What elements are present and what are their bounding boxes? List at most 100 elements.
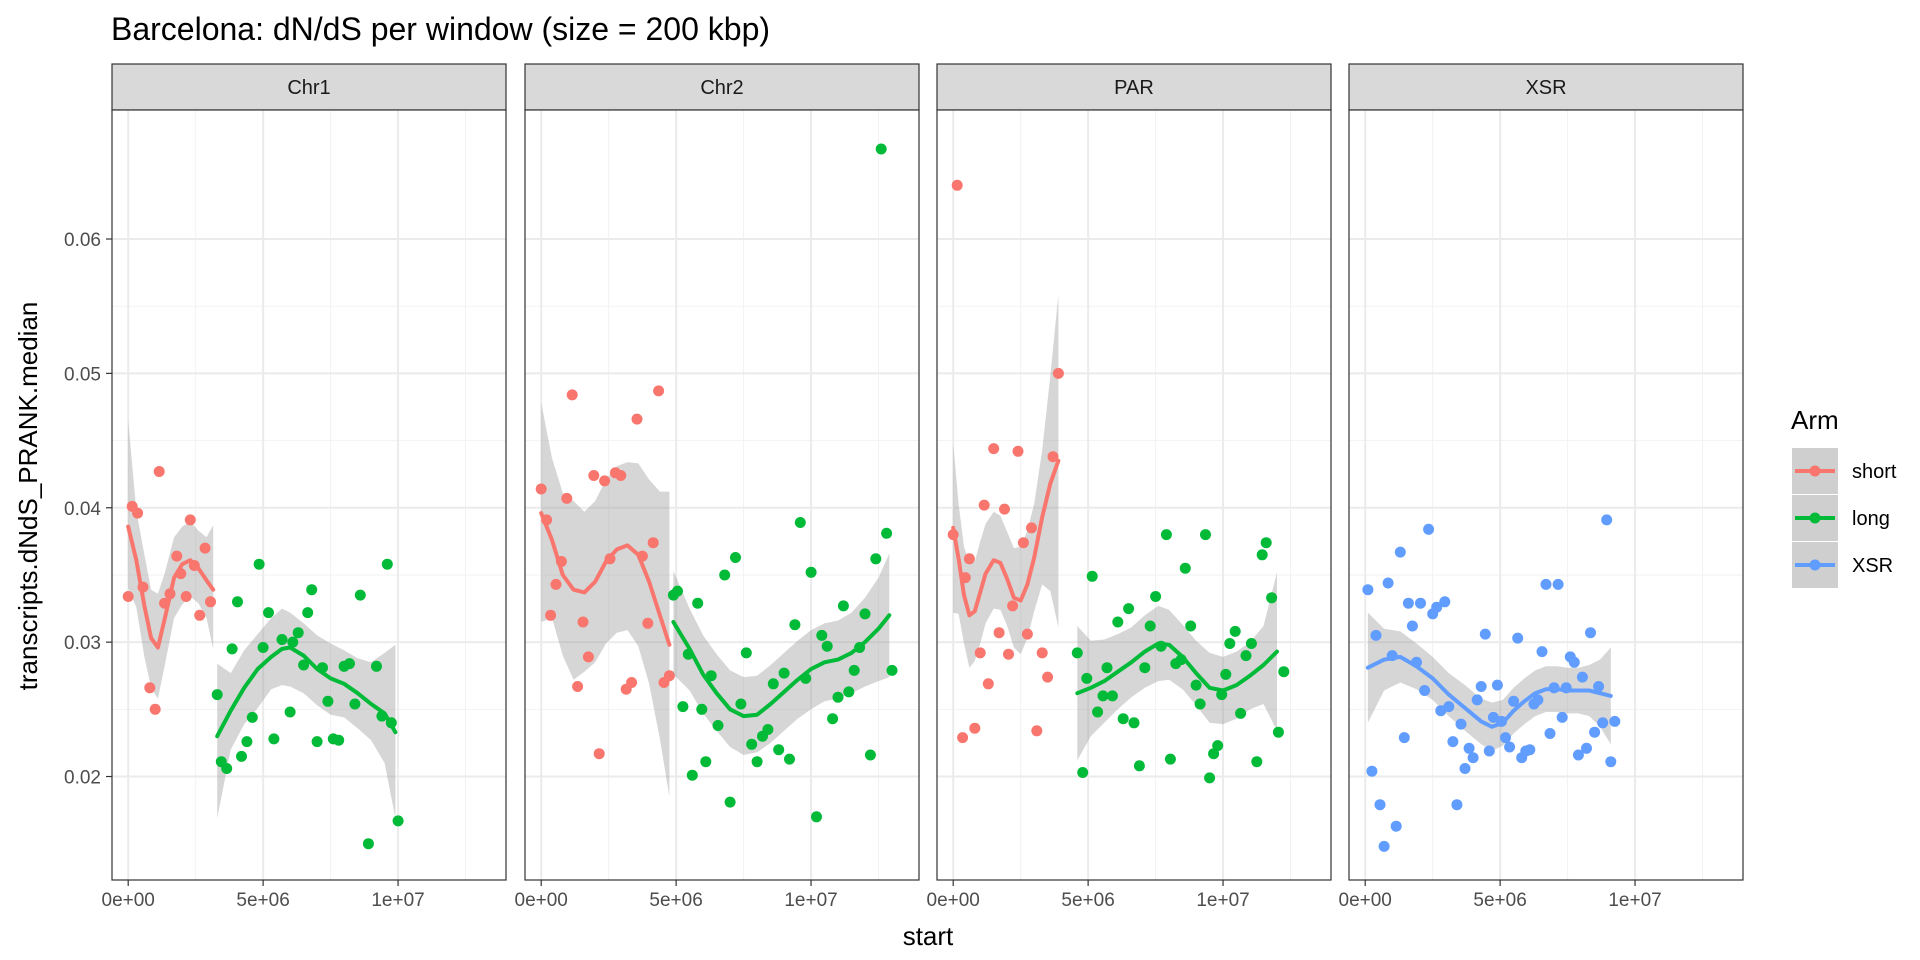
data-point	[572, 681, 584, 692]
data-point	[1194, 698, 1206, 710]
data-point	[1504, 741, 1516, 753]
data-point	[1220, 668, 1232, 680]
data-point	[969, 722, 981, 734]
data-point	[287, 636, 299, 648]
data-point	[194, 609, 206, 621]
data-point	[535, 483, 547, 495]
data-point	[686, 769, 698, 781]
data-point	[1581, 742, 1592, 754]
data-point	[805, 566, 817, 578]
data-point	[1394, 546, 1406, 558]
data-point	[881, 527, 893, 539]
data-point	[354, 589, 366, 601]
data-point	[773, 744, 785, 756]
data-point	[1212, 740, 1224, 752]
series-xsr	[1362, 514, 1621, 852]
y-tick-label: 0.03	[64, 633, 101, 654]
legend-key-point	[1809, 559, 1821, 571]
smooth-line	[126, 524, 216, 650]
x-tick-label: 5e+06	[236, 890, 289, 911]
legend-entry-short: short	[1792, 448, 1897, 494]
x-tick-label: 0e+00	[515, 890, 568, 911]
data-point	[1475, 681, 1487, 692]
data-point	[1593, 681, 1605, 692]
data-point	[642, 617, 654, 629]
data-point	[253, 558, 265, 570]
chart-title: Barcelona: dN/dS per window (size = 200 …	[111, 11, 770, 47]
data-point	[1390, 820, 1402, 832]
data-point	[362, 838, 374, 850]
data-point	[1524, 744, 1536, 756]
data-point	[1443, 701, 1455, 713]
smooth-line	[215, 645, 398, 739]
data-point	[1272, 726, 1284, 738]
confidence-band	[541, 402, 670, 797]
data-point	[837, 600, 849, 612]
data-point	[599, 475, 611, 487]
facet-label: Chr2	[700, 77, 743, 99]
data-point	[1374, 799, 1386, 811]
data-point	[864, 749, 876, 761]
facet-strip	[524, 63, 920, 111]
data-point	[1423, 523, 1435, 535]
data-point	[993, 627, 1005, 639]
data-point	[344, 658, 355, 670]
series-long	[667, 143, 898, 823]
data-point	[577, 616, 589, 628]
data-point	[1097, 690, 1109, 702]
data-point	[762, 724, 774, 735]
data-point	[1597, 717, 1609, 729]
confidence-band	[953, 294, 1059, 668]
data-point	[1235, 707, 1247, 719]
data-point	[593, 748, 605, 760]
data-point	[1003, 648, 1014, 660]
data-point	[1479, 628, 1491, 640]
data-point	[751, 756, 763, 768]
x-tick-label: 1e+07	[1196, 890, 1249, 911]
legend-title: Arm	[1791, 405, 1839, 435]
data-point	[371, 660, 382, 672]
data-point	[875, 143, 887, 155]
data-point	[1398, 732, 1410, 744]
data-point	[653, 385, 665, 397]
data-point	[1540, 578, 1552, 590]
data-point	[1415, 597, 1426, 609]
data-point	[1491, 679, 1503, 691]
data-point	[740, 647, 752, 659]
panel-border	[111, 109, 507, 881]
data-point	[132, 507, 144, 519]
data-point	[615, 470, 627, 481]
data-point	[1106, 690, 1118, 702]
data-point	[1021, 628, 1033, 640]
data-point	[1406, 620, 1418, 632]
data-point	[1077, 767, 1089, 778]
panel-chr2: Chr2 0e+00 5e+06 1e+07	[515, 63, 920, 911]
x-axis-title: start	[903, 921, 954, 951]
legend-label: short	[1852, 461, 1897, 483]
data-point	[951, 179, 963, 191]
data-point	[582, 651, 594, 663]
data-point	[1112, 616, 1124, 628]
data-point	[767, 678, 779, 690]
data-point	[1483, 745, 1495, 757]
data-point	[1471, 694, 1483, 706]
data-point	[784, 753, 795, 765]
x-tick-label: 5e+06	[1473, 890, 1526, 911]
data-point	[1179, 562, 1191, 574]
data-point	[1447, 736, 1459, 748]
data-point	[1229, 625, 1241, 637]
data-point	[1160, 529, 1172, 541]
data-point	[1467, 752, 1479, 764]
data-point	[692, 597, 704, 609]
data-point	[1256, 549, 1268, 561]
data-point	[276, 634, 288, 645]
data-point	[1026, 522, 1037, 534]
data-point	[236, 750, 247, 762]
facet-label: PAR	[1114, 77, 1154, 99]
data-point	[794, 517, 806, 528]
data-point	[1532, 694, 1544, 706]
data-point	[735, 698, 747, 710]
facet-label: Chr1	[287, 77, 330, 99]
data-point	[1123, 603, 1135, 615]
data-point	[226, 643, 238, 655]
